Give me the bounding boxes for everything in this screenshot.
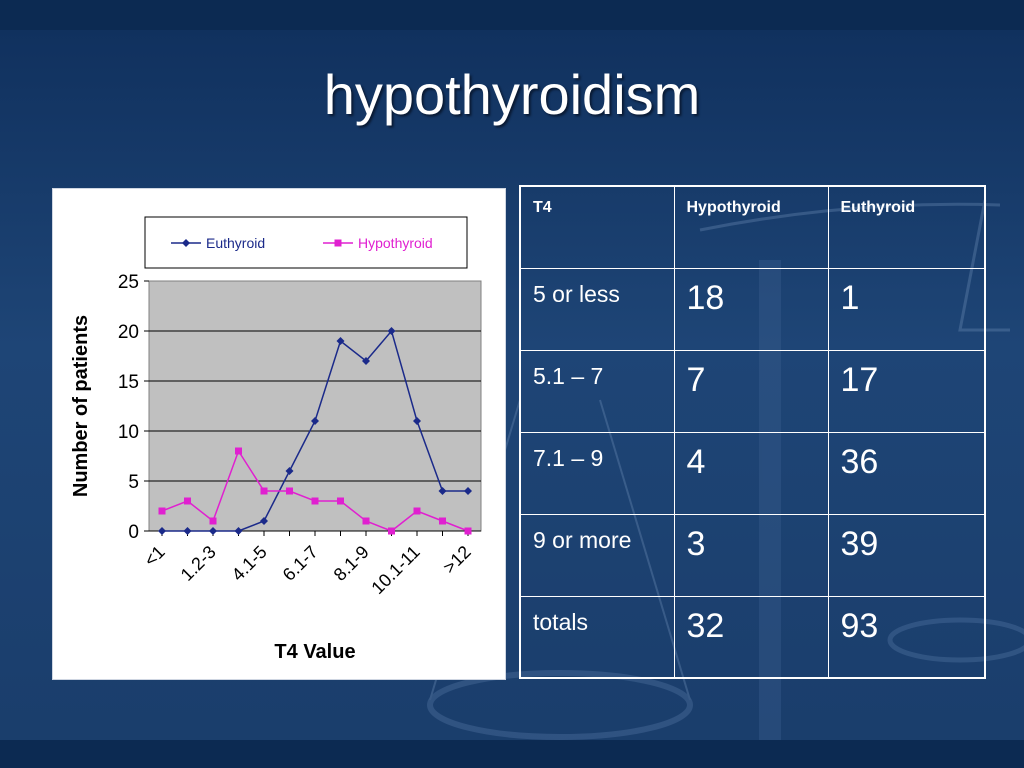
y-tick-label: 20 (118, 322, 139, 343)
hypothyroid-count: 7 (673, 349, 829, 433)
data-point-euthyroid (158, 527, 166, 535)
euthyroid-count: 39 (827, 513, 986, 597)
header-hypothyroid: Hypothyroid (673, 185, 829, 269)
y-tick-label: 0 (128, 522, 139, 543)
data-point-euthyroid (464, 487, 472, 495)
x-tick-label: 6.1-7 (279, 542, 322, 585)
data-point-hypothyroid (413, 507, 421, 515)
data-point-hypothyroid (158, 507, 166, 515)
x-axis-ticks: <1 1.2-3 4.1-5 6.1-7 8.1-910.1-11 >12 (140, 530, 481, 598)
y-axis-ticks: 0 5 10 15 20 25 (118, 272, 149, 543)
data-point-euthyroid (234, 527, 243, 535)
header-euthyroid: Euthyroid (827, 185, 986, 269)
x-tick-label: 4.1-5 (228, 542, 271, 585)
data-point-euthyroid (311, 417, 319, 425)
slide-title: hypothyroidism (323, 63, 701, 126)
data-point-euthyroid (336, 337, 345, 345)
row-label: 5 or less (519, 267, 675, 351)
hypothyroid-total: 32 (673, 595, 829, 679)
y-tick-label: 10 (118, 422, 139, 443)
data-point-euthyroid (260, 517, 268, 525)
data-point-hypothyroid (311, 497, 319, 505)
y-tick-label: 5 (128, 472, 139, 493)
euthyroid-total: 93 (827, 595, 986, 679)
row-label: totals (519, 595, 675, 679)
y-axis-label: Number of patients (70, 315, 92, 497)
line-chart: Euthyroid Hypothyroid 0 5 10 15 20 25 <1 1.2-3… (70, 216, 482, 663)
row-label: 7.1 – 9 (519, 431, 675, 515)
row-label: 5.1 – 7 (519, 349, 675, 433)
data-point-hypothyroid (439, 517, 446, 525)
data-point-euthyroid (285, 467, 294, 475)
top-band (0, 0, 1024, 30)
x-tick-label: 8.1-9 (330, 542, 373, 585)
table-header-row: T4 Hypothyroid Euthyroid (519, 185, 986, 269)
data-point-euthyroid (387, 327, 396, 335)
table-row-totals: totals 32 93 (519, 595, 986, 679)
euthyroid-count: 1 (827, 267, 986, 351)
chart-panel: Euthyroid Hypothyroid 0 5 10 15 20 25 <1 1.2-3… (52, 188, 506, 680)
euthyroid-count: 17 (827, 349, 986, 433)
y-tick-label: 15 (118, 372, 139, 393)
hypothyroid-count: 18 (673, 267, 829, 351)
data-point-euthyroid (183, 527, 192, 535)
data-point-hypothyroid (362, 517, 370, 525)
data-point-euthyroid (362, 357, 370, 365)
table-row: 5.1 – 7 7 17 (519, 349, 986, 433)
data-point-euthyroid (438, 487, 447, 495)
hypothyroid-count: 4 (673, 431, 829, 515)
data-point-euthyroid (413, 417, 421, 425)
data-point-hypothyroid (337, 497, 344, 505)
data-point-hypothyroid (235, 447, 242, 455)
data-point-hypothyroid (260, 487, 268, 495)
table-row: 9 or more 3 39 (519, 513, 986, 597)
x-tick-label: <1 (140, 542, 169, 571)
row-label: 9 or more (519, 513, 675, 597)
bottom-band (0, 740, 1024, 768)
legend-marker-euthyroid (182, 239, 190, 247)
data-point-hypothyroid (464, 527, 472, 535)
series-layer (158, 327, 472, 535)
header-t4: T4 (519, 185, 675, 269)
data-point-hypothyroid (209, 517, 217, 525)
data-point-hypothyroid (184, 497, 191, 505)
grid-lines (149, 330, 481, 482)
legend-label-euthyroid: Euthyroid (206, 235, 265, 251)
x-tick-label: 1.2-3 (177, 542, 220, 585)
hypothyroid-count: 3 (673, 513, 829, 597)
data-point-hypothyroid (388, 527, 395, 535)
x-axis-label: T4 Value (274, 641, 355, 663)
t4-table: T4 Hypothyroid Euthyroid 5 or less 18 1 … (519, 185, 986, 679)
data-point-euthyroid (209, 527, 217, 535)
euthyroid-count: 36 (827, 431, 986, 515)
x-tick-label: >12 (439, 542, 475, 578)
legend-marker-hypothyroid (334, 239, 342, 247)
legend-label-hypothyroid: Hypothyroid (358, 235, 433, 251)
plot-area (148, 280, 482, 532)
data-point-hypothyroid (286, 487, 293, 495)
table-row: 7.1 – 9 4 36 (519, 431, 986, 515)
y-tick-label: 25 (118, 272, 139, 293)
x-tick-label: 10.1-11 (367, 542, 423, 598)
table-row: 5 or less 18 1 (519, 267, 986, 351)
